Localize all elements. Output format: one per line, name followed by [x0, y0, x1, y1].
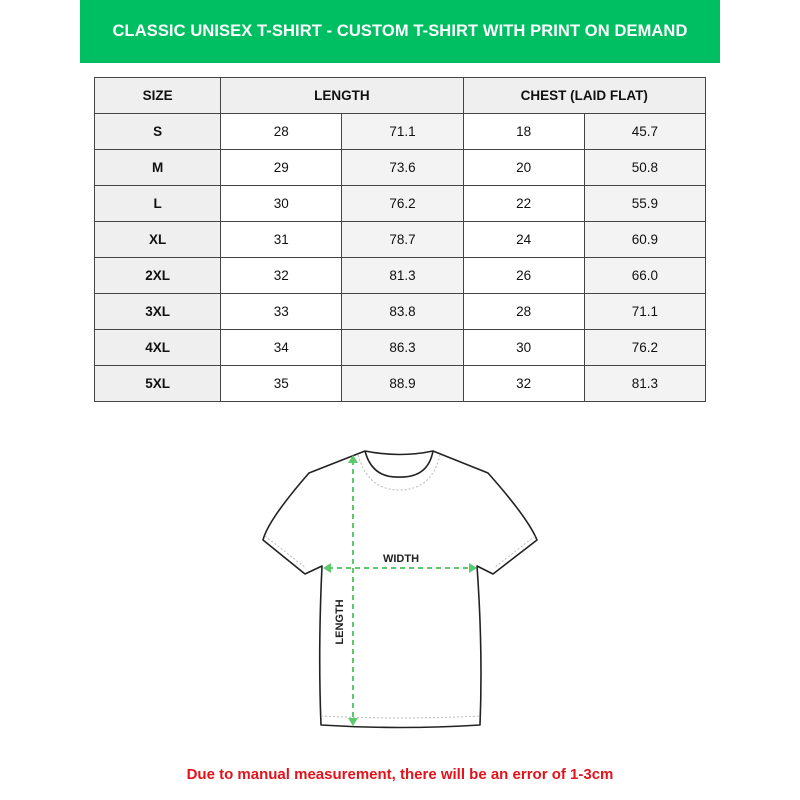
chest-in-cell: 32 [462, 365, 585, 402]
header-chest: CHEST (LAID FLAT) [462, 77, 707, 114]
measurement-arrows [323, 455, 477, 726]
length-cm-cell: 83.8 [341, 293, 464, 330]
chest-in-cell: 18 [462, 113, 585, 150]
tshirt-outline [262, 450, 538, 729]
title-banner: CLASSIC UNISEX T-SHIRT - CUSTOM T-SHIRT … [80, 0, 720, 63]
length-arrow-head-top [348, 455, 358, 463]
size-cell: 2XL [93, 257, 222, 294]
chest-cm-cell: 71.1 [583, 293, 707, 330]
size-cell: XL [93, 221, 222, 258]
length-cm-cell: 81.3 [341, 257, 464, 294]
length-cm-cell: 73.6 [341, 149, 464, 186]
length-cm-cell: 86.3 [341, 329, 464, 366]
width-arrow-head-left [323, 563, 331, 573]
chest-in-cell: 20 [462, 149, 585, 186]
table-row: XL 31 78.7 24 60.9 [93, 221, 707, 258]
length-in-cell: 29 [220, 149, 343, 186]
table-row: S 28 71.1 18 45.7 [93, 113, 707, 150]
size-cell: 4XL [93, 329, 222, 366]
chest-cm-cell: 50.8 [583, 149, 707, 186]
length-in-cell: 30 [220, 185, 343, 222]
length-cm-cell: 76.2 [341, 185, 464, 222]
size-cell: S [93, 113, 222, 150]
page-title: CLASSIC UNISEX T-SHIRT - CUSTOM T-SHIRT … [112, 22, 688, 40]
width-arrow-head-right [469, 563, 477, 573]
length-cm-cell: 78.7 [341, 221, 464, 258]
chest-in-cell: 28 [462, 293, 585, 330]
table-row: 3XL 33 83.8 28 71.1 [93, 293, 707, 330]
chest-cm-cell: 66.0 [583, 257, 707, 294]
table-row: 5XL 35 88.9 32 81.3 [93, 365, 707, 402]
width-label: WIDTH [383, 553, 419, 565]
header-size: SIZE [93, 77, 222, 114]
chest-cm-cell: 55.9 [583, 185, 707, 222]
size-cell: L [93, 185, 222, 222]
chest-in-cell: 30 [462, 329, 585, 366]
length-in-cell: 35 [220, 365, 343, 402]
length-arrow-head-bottom [348, 718, 358, 726]
size-cell: 5XL [93, 365, 222, 402]
size-chart-table: SIZE LENGTH CHEST (LAID FLAT) S 28 71.1 18 4… [93, 77, 707, 402]
tshirt-stitching [264, 454, 536, 719]
table-header-row: SIZE LENGTH CHEST (LAID FLAT) [93, 77, 707, 114]
length-cm-cell: 88.9 [341, 365, 464, 402]
table-row: M 29 73.6 20 50.8 [93, 149, 707, 186]
chest-in-cell: 24 [462, 221, 585, 258]
length-cm-cell: 71.1 [341, 113, 464, 150]
length-in-cell: 33 [220, 293, 343, 330]
chest-in-cell: 26 [462, 257, 585, 294]
size-cell: M [93, 149, 222, 186]
measurement-disclaimer: Due to manual measurement, there will be… [186, 766, 614, 783]
size-cell: 3XL [93, 293, 222, 330]
chest-cm-cell: 81.3 [583, 365, 707, 402]
chest-cm-cell: 60.9 [583, 221, 707, 258]
length-in-cell: 28 [220, 113, 343, 150]
length-label: LENGTH [334, 599, 346, 644]
